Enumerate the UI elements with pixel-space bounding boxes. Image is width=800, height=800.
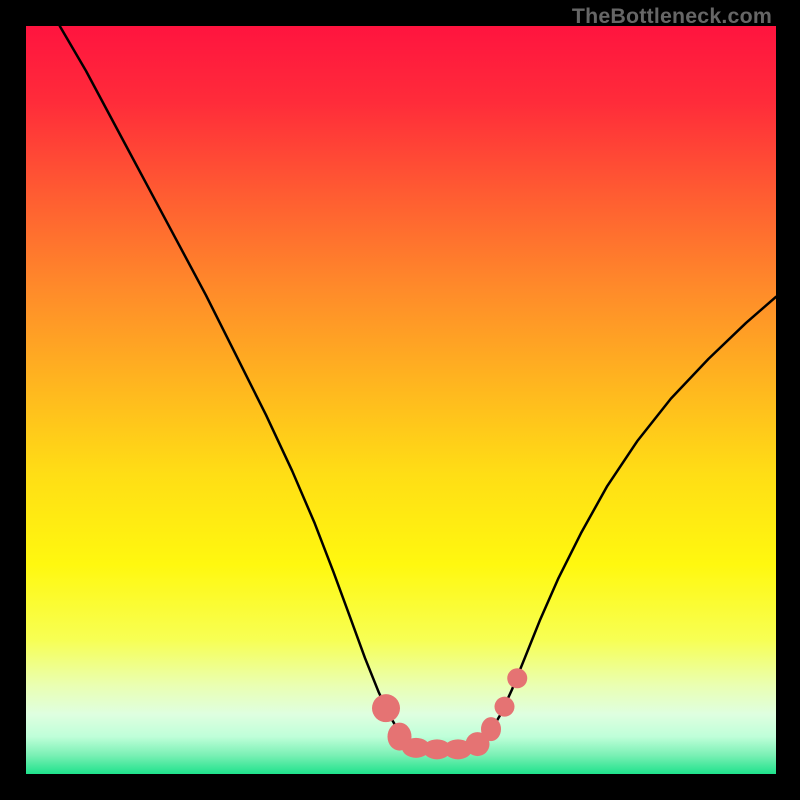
curve-marker <box>481 717 501 741</box>
curve-marker <box>372 694 400 722</box>
plot-area <box>26 26 776 774</box>
chart-frame: TheBottleneck.com <box>0 0 800 800</box>
watermark-label: TheBottleneck.com <box>572 4 772 29</box>
curve-layer <box>26 26 776 774</box>
bottleneck-curve <box>60 26 776 749</box>
curve-marker <box>507 668 527 688</box>
curve-marker <box>495 697 515 717</box>
